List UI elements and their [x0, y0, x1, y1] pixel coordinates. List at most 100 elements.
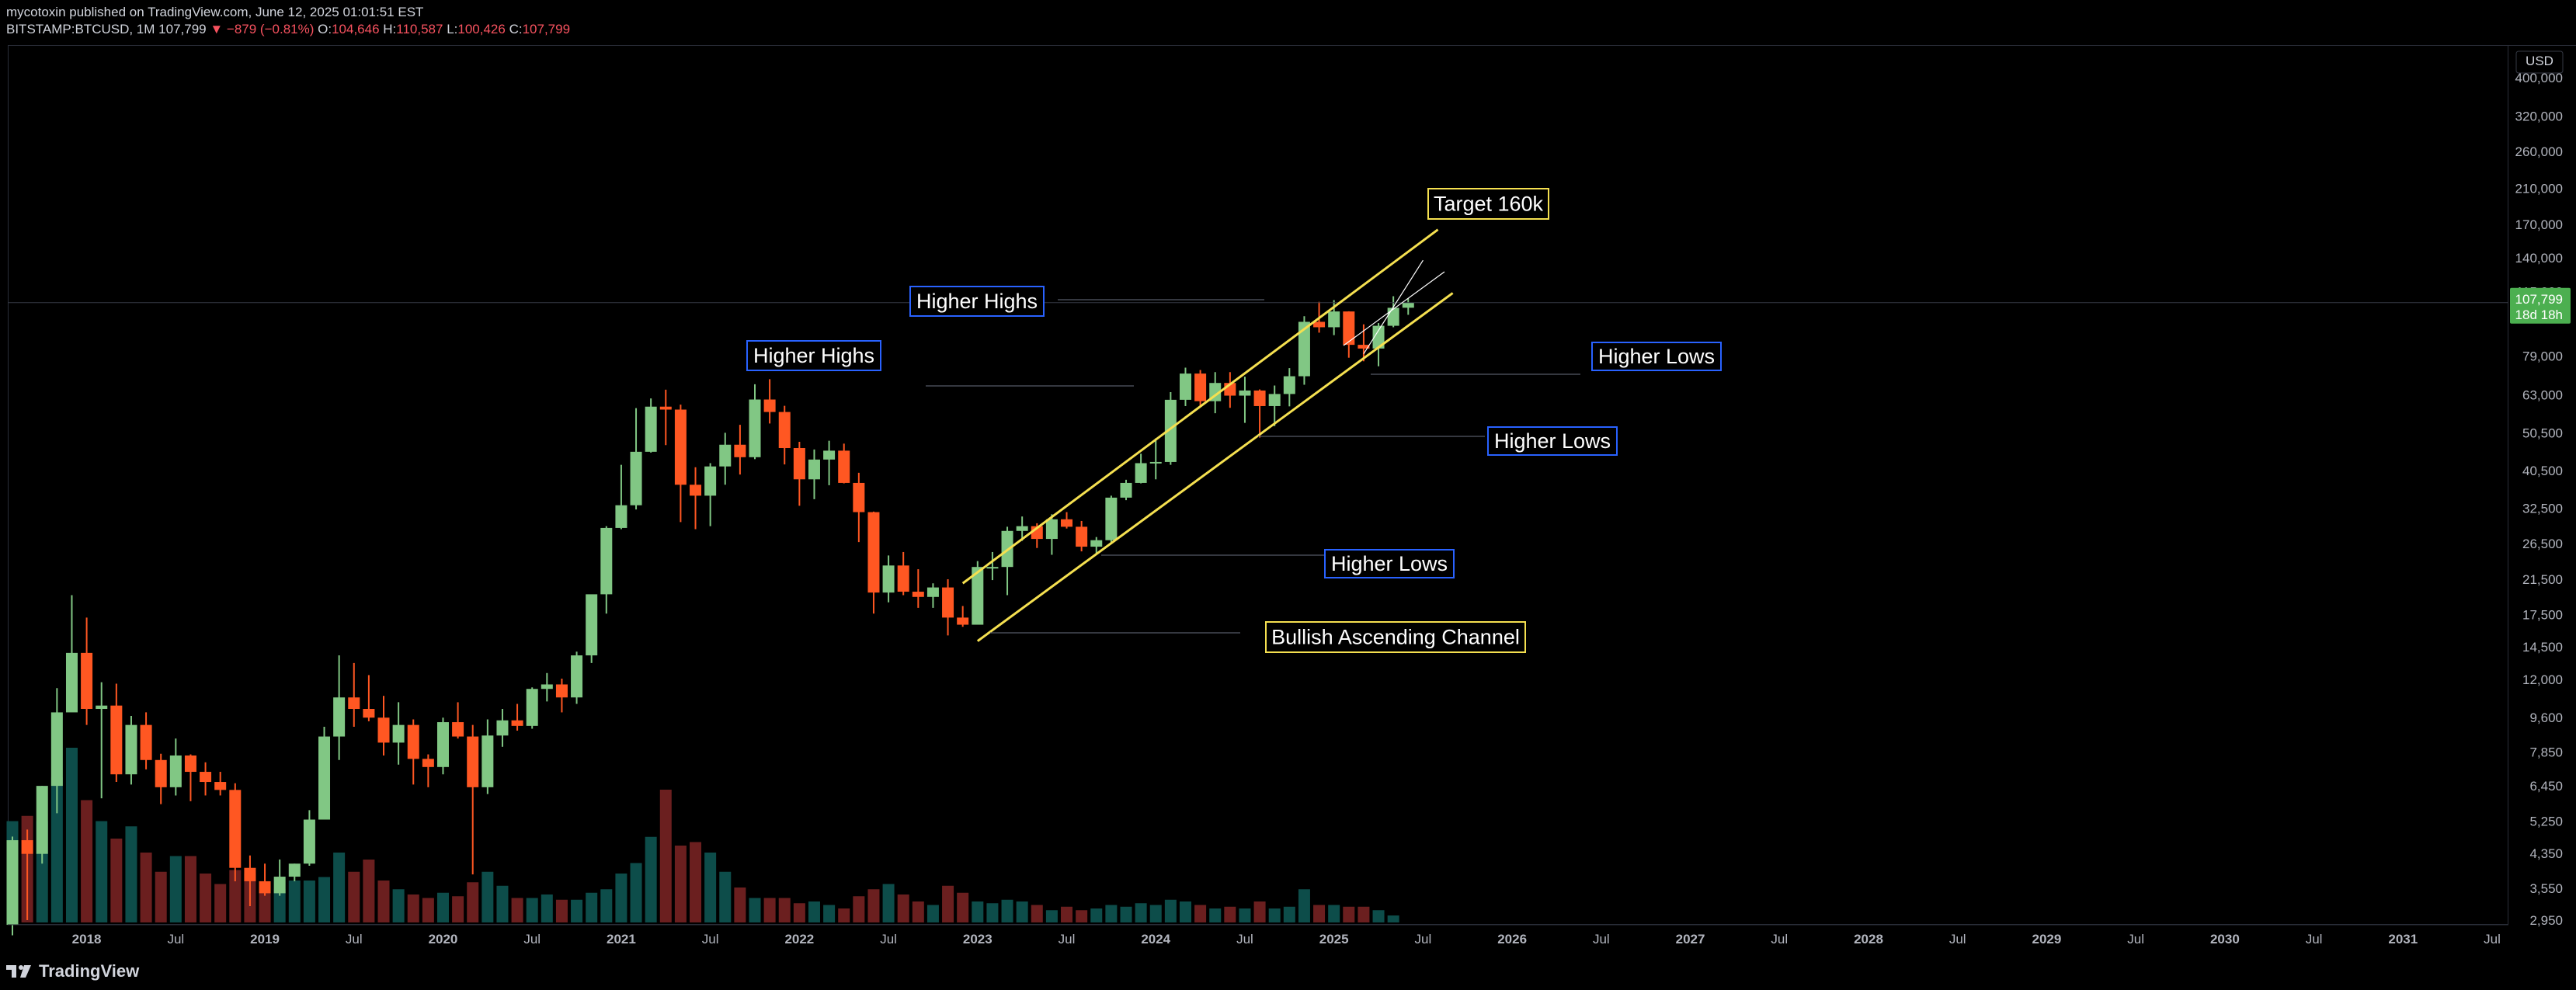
- volume-bar: [704, 853, 717, 922]
- last-price-badge-label: 107,799: [2515, 292, 2563, 307]
- volume-bar: [318, 877, 331, 922]
- candle-body: [288, 863, 301, 877]
- volume-bar: [615, 874, 627, 922]
- tradingview-logo[interactable]: TradingView: [6, 961, 139, 981]
- time-tick: 2025: [1319, 932, 1349, 947]
- symbol-label[interactable]: BITSTAMP:BTCUSD, 1M: [6, 22, 155, 36]
- volume-bar: [273, 889, 286, 922]
- volume-layer: [6, 748, 1399, 922]
- volume-bar: [467, 882, 479, 922]
- time-tick: Jul: [2484, 932, 2501, 947]
- channel-upper-line: [961, 228, 1439, 585]
- open-label: O:: [318, 22, 332, 36]
- candle-body: [749, 399, 761, 457]
- ohlc-line: BITSTAMP:BTCUSD, 1M 107,799 ▼ −879 (−0.8…: [6, 22, 570, 37]
- candle-body: [1120, 482, 1132, 498]
- price-tick: 26,500: [2522, 537, 2563, 551]
- annotation-hl1: Higher Lows: [1591, 342, 1722, 371]
- time-tick: Jul: [1949, 932, 1966, 947]
- volume-bar: [377, 881, 390, 922]
- price-axis: USD 400,000 320,000 260,000 210,000 170,000 14…: [2510, 50, 2571, 928]
- candle-body: [600, 527, 613, 595]
- annotation-box: [1487, 426, 1618, 456]
- price-tick: 21,500: [2522, 572, 2563, 587]
- candle-body: [571, 655, 583, 698]
- volume-bar: [1135, 903, 1147, 922]
- candle-body: [1313, 321, 1326, 328]
- candle-body: [586, 594, 598, 656]
- volume-bar: [526, 898, 538, 922]
- annotation-label: Higher Lows: [1598, 345, 1715, 368]
- price-tick: 3,550: [2529, 881, 2563, 896]
- price-tick: 9,600: [2529, 710, 2563, 725]
- currency-box: [2515, 50, 2564, 74]
- candle-body: [1328, 311, 1340, 328]
- candle-layer: [6, 296, 1414, 936]
- candle-body: [1135, 463, 1147, 483]
- candle-body: [1372, 325, 1385, 349]
- candle-body: [615, 505, 627, 528]
- time-tick: Jul: [346, 932, 363, 947]
- published-line: mycotoxin published on TradingView.com, …: [6, 5, 424, 19]
- candle-body: [1076, 526, 1088, 547]
- candle-body: [244, 867, 256, 881]
- price-axis-panel[interactable]: [2508, 45, 2576, 926]
- time-tick: 2019: [250, 932, 280, 947]
- time-tick: 2027: [1676, 932, 1705, 947]
- candle-body: [377, 717, 390, 743]
- volume-bar: [288, 881, 301, 922]
- candle-body: [897, 565, 909, 592]
- volume-bar: [169, 856, 182, 922]
- volume-bar: [571, 899, 583, 922]
- volume-bar: [659, 790, 672, 922]
- volume-bar: [125, 826, 137, 922]
- candle-body: [1402, 302, 1414, 308]
- candle-body: [496, 720, 509, 736]
- volume-bar: [1194, 905, 1207, 922]
- annotation-label: Higher Lows: [1494, 429, 1611, 453]
- channel-inner-line: [1363, 259, 1424, 354]
- time-tick: 2022: [784, 932, 814, 947]
- volume-bar: [942, 885, 954, 922]
- candle-body: [303, 819, 315, 864]
- volume-bar: [422, 898, 434, 922]
- volume-bar: [555, 899, 568, 922]
- annotation-label: Higher Highs: [753, 344, 874, 367]
- volume-bar: [496, 885, 509, 922]
- candle-body: [659, 406, 672, 410]
- candle-body: [452, 722, 464, 737]
- annotation-layer: Target 160k Higher Highs Higher Highs Highe…: [746, 188, 1722, 653]
- candle-body: [1105, 497, 1118, 540]
- volume-bar: [541, 894, 553, 922]
- volume-bar: [333, 853, 346, 922]
- candle-body: [986, 567, 999, 569]
- candle-body: [1149, 461, 1162, 464]
- candle-body: [1239, 390, 1251, 396]
- candle-body: [882, 565, 895, 593]
- annotation-hl3: Higher Lows: [1324, 549, 1455, 578]
- volume-bar: [348, 871, 360, 922]
- candle-body: [140, 724, 152, 760]
- projection-line: [1343, 271, 1445, 346]
- candle-body: [1061, 519, 1073, 527]
- volume-bar: [1090, 908, 1103, 922]
- time-tick: 2018: [72, 932, 102, 947]
- volume-bar: [1387, 915, 1399, 922]
- candle-body: [690, 485, 702, 496]
- candle-body: [200, 772, 212, 783]
- volume-bar: [1076, 910, 1088, 922]
- time-tick: 2026: [1497, 932, 1527, 947]
- price-tick: 50,500: [2522, 426, 2563, 440]
- volume-bar: [363, 860, 375, 922]
- volume-bar: [1149, 905, 1162, 922]
- volume-bar: [1328, 905, 1340, 922]
- countdown-label: 18d 18h: [2515, 307, 2563, 322]
- candle-body: [645, 406, 657, 452]
- candle-body: [704, 466, 717, 496]
- channel-lower-line: [976, 292, 1454, 642]
- annotation-label: Higher Highs: [916, 290, 1038, 313]
- candle-body: [867, 512, 880, 593]
- candle-body: [912, 592, 924, 597]
- volume-bar: [1313, 905, 1326, 922]
